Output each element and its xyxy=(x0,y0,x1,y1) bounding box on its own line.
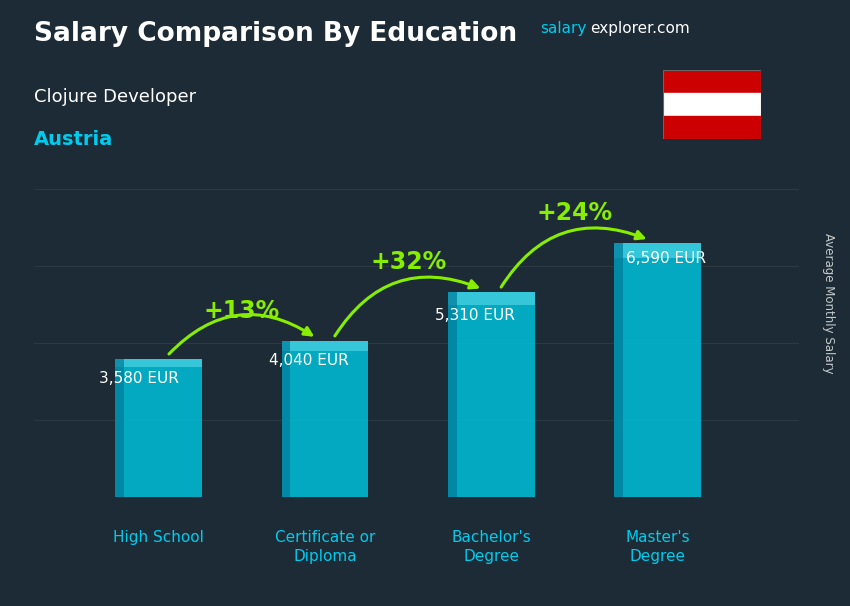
Bar xyxy=(282,341,368,497)
Bar xyxy=(615,243,623,497)
Text: explorer.com: explorer.com xyxy=(590,21,689,36)
Text: Certificate or
Diploma: Certificate or Diploma xyxy=(275,530,375,564)
Bar xyxy=(282,341,291,497)
Text: 5,310 EUR: 5,310 EUR xyxy=(434,308,514,323)
Text: +13%: +13% xyxy=(204,299,280,323)
Text: 3,580 EUR: 3,580 EUR xyxy=(99,371,178,386)
Text: 6,590 EUR: 6,590 EUR xyxy=(626,251,706,266)
Bar xyxy=(615,243,701,258)
Text: Master's
Degree: Master's Degree xyxy=(626,530,690,564)
Bar xyxy=(116,359,124,497)
Text: Bachelor's
Degree: Bachelor's Degree xyxy=(451,530,531,564)
Bar xyxy=(448,293,456,497)
Bar xyxy=(663,116,761,139)
Bar xyxy=(116,359,202,367)
Bar xyxy=(615,243,701,497)
Text: +24%: +24% xyxy=(536,201,613,225)
Text: Clojure Developer: Clojure Developer xyxy=(34,88,196,106)
Bar xyxy=(663,93,761,116)
Bar xyxy=(448,293,535,305)
Text: salary: salary xyxy=(540,21,586,36)
Bar xyxy=(663,70,761,93)
Bar xyxy=(448,293,535,497)
Text: +32%: +32% xyxy=(370,250,446,274)
Text: 4,040 EUR: 4,040 EUR xyxy=(269,353,348,368)
Text: Salary Comparison By Education: Salary Comparison By Education xyxy=(34,21,517,47)
Text: High School: High School xyxy=(113,530,204,545)
Text: Austria: Austria xyxy=(34,130,113,149)
Bar xyxy=(282,341,368,351)
Text: Average Monthly Salary: Average Monthly Salary xyxy=(822,233,836,373)
Bar xyxy=(116,359,202,497)
